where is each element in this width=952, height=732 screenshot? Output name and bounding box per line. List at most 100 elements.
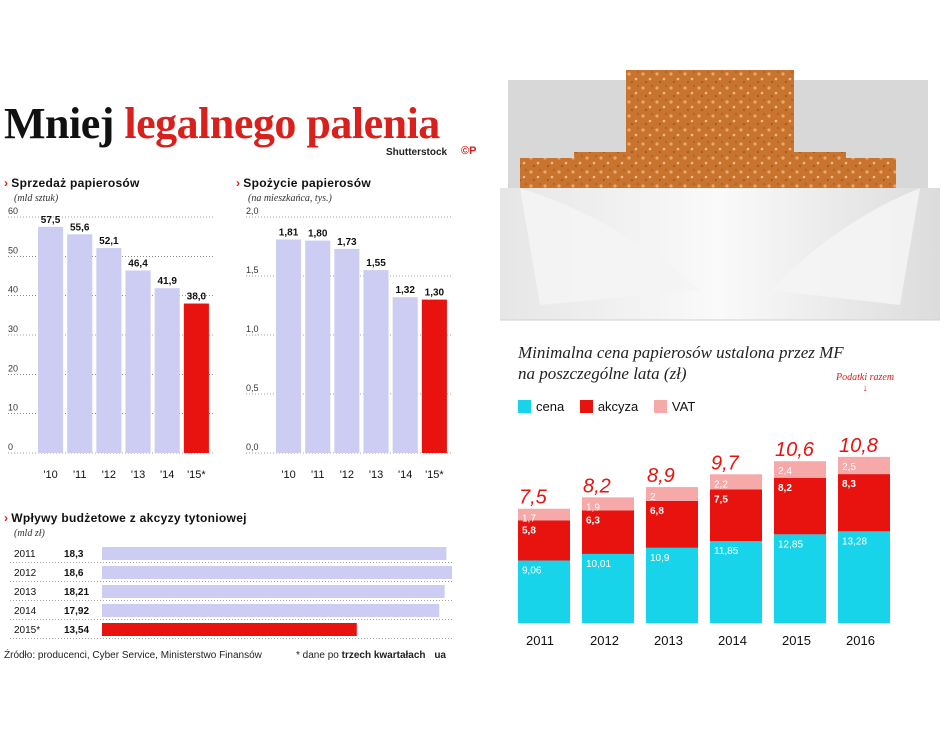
price-chart: 9,06 5,81,7 7,5 2011 10,01 6,3 1,9 8,2 2012 10,9 6…: [518, 435, 890, 648]
price-segment-label-vat: 1,7: [522, 514, 536, 525]
price-bar-segment-akcyza: [518, 520, 570, 561]
photo-credit: Shutterstock: [386, 147, 448, 158]
sales-bar: [67, 234, 93, 453]
price-segment-label-vat: 2,2: [714, 479, 728, 490]
price-segment-label-akcyza: 8,3: [842, 479, 856, 490]
sales-data-label: 46,4: [128, 258, 148, 269]
price-x-tick-label: 2011: [526, 633, 554, 648]
sales-y-tick-label: 0: [8, 442, 13, 452]
price-bar-segment-vat: [838, 456, 890, 475]
price-segment-label-cena: 10,01: [586, 559, 611, 570]
price-tax-total-label: 9,7: [711, 452, 740, 474]
revenue-data-label: 18,6: [64, 568, 84, 579]
consumption-y-tick-label: 0,5: [246, 383, 259, 393]
sales-x-tick-label: '10: [43, 469, 57, 481]
price-segment-label-akcyza: 7,5: [714, 494, 728, 505]
legend-swatch-cena: [518, 400, 531, 413]
price-segment-label-vat: 2,5: [842, 462, 856, 473]
sales-bar: [125, 270, 151, 453]
revenue-data-label: 18,3: [64, 549, 84, 560]
sales-x-tick-label: '14: [160, 469, 174, 481]
tax-note: Podatki razem ↓: [836, 372, 894, 394]
price-segment-label-vat: 2: [650, 492, 656, 503]
price-x-tick-label: 2015: [782, 633, 811, 648]
price-segment-label-akcyza: 6,8: [650, 506, 664, 517]
chevron-right-icon: ›: [236, 176, 241, 190]
consumption-data-label: 1,81: [279, 227, 299, 238]
price-segment-label-akcyza: 8,2: [778, 483, 792, 494]
revenue-category-label: 2013: [14, 587, 37, 598]
sales-bar: [96, 248, 122, 453]
tax-note-text: Podatki razem: [836, 372, 895, 383]
legend-label-vat: VAT: [671, 399, 696, 414]
price-bar-segment-cena: [838, 531, 890, 623]
consumption-x-tick-label: '11: [311, 469, 325, 481]
consumption-data-label: 1,55: [366, 258, 386, 269]
price-bar-segment-akcyza: [838, 474, 890, 532]
consumption-chart: 0,0 0,5 1,0 1,5 2,0 1,81 '10 1,80 '11 1,73 '12 1,55…: [246, 206, 451, 481]
price-tax-total-label: 7,5: [519, 487, 548, 509]
consumption-title-text: Spożycie papierosów: [243, 176, 372, 190]
price-segment-label-akcyza: 5,8: [522, 525, 536, 536]
consumption-x-tick-label: '10: [281, 469, 295, 481]
revenue-chart: 2011 18,3 2012 18,6 2013 18,21 2014 17,92 2015* 1…: [10, 547, 452, 639]
sales-y-tick-label: 20: [8, 363, 18, 373]
price-bar-segment-akcyza: [710, 489, 762, 542]
consumption-data-label: 1,73: [337, 237, 357, 248]
arrow-down-icon: ↓: [862, 383, 868, 394]
price-bar-segment-akcyza: [774, 477, 826, 535]
consumption-panel-title: › Spożycie papierosów: [236, 176, 371, 190]
price-segment-label-vat: 2,4: [778, 466, 792, 477]
revenue-bar: [102, 566, 452, 579]
price-segment-label-cena: 11,85: [714, 546, 739, 557]
price-segment-label-vat: 1,9: [586, 502, 600, 513]
sales-panel-title: › Sprzedaż papierosów: [4, 176, 140, 190]
chevron-right-icon: ›: [4, 511, 9, 525]
legend-swatch-vat: [653, 400, 667, 413]
consumption-panel-subtitle: (na mieszkańca, tys.): [248, 193, 332, 204]
main-title-part1: Mniej: [4, 99, 114, 148]
consumption-y-tick-label: 0,0: [246, 442, 259, 452]
sales-data-label: 57,5: [41, 215, 61, 226]
revenue-data-label: 18,21: [64, 587, 89, 598]
consumption-x-tick-label: '13: [369, 469, 383, 481]
sales-bar: [183, 303, 209, 453]
price-segment-label-cena: 9,06: [522, 565, 542, 576]
sales-title-text: Sprzedaż papierosów: [11, 176, 140, 190]
main-title: Mniej legalnego palenia: [4, 98, 440, 149]
price-x-tick-label: 2014: [718, 633, 747, 648]
price-panel-title: Minimalna cena papierosów ustalona przez…: [518, 343, 844, 383]
price-legend: cena akcyza VAT: [518, 399, 707, 416]
sales-x-tick-label: '13: [131, 469, 145, 481]
sales-y-tick-label: 60: [8, 206, 18, 216]
legend-item-cena: cena: [518, 399, 564, 414]
sales-y-tick-label: 30: [8, 324, 18, 334]
price-segment-label-akcyza: 6,3: [586, 515, 600, 526]
sales-data-label: 52,1: [99, 236, 119, 247]
consumption-data-label: 1,32: [395, 285, 415, 296]
consumption-x-tick-label: '12: [340, 469, 354, 481]
price-bar-segment-vat: [518, 508, 570, 521]
price-bar-segment-cena: [710, 541, 762, 623]
price-bar-segment-cena: [582, 553, 634, 623]
sales-x-tick-label: '11: [73, 469, 87, 481]
revenue-category-label: 2011: [14, 549, 36, 560]
price-segment-label-cena: 10,9: [650, 553, 670, 564]
consumption-y-tick-label: 1,5: [246, 265, 259, 275]
price-tax-total-label: 10,8: [839, 435, 878, 457]
price-segment-label-cena: 12,85: [778, 539, 803, 550]
price-segment-label-cena: 13,28: [842, 536, 867, 547]
consumption-bar: [276, 239, 302, 453]
footnote-prefix: * dane po: [296, 650, 339, 661]
sales-x-tick-label: '12: [102, 469, 116, 481]
consumption-bar: [392, 297, 418, 453]
revenue-category-label: 2014: [14, 606, 37, 617]
consumption-y-tick-label: 1,0: [246, 324, 259, 334]
consumption-data-label: 1,30: [425, 288, 445, 299]
revenue-bar: [102, 623, 357, 636]
price-x-tick-label: 2012: [590, 633, 619, 648]
revenue-panel-subtitle: (mld zł): [14, 528, 45, 539]
sales-y-tick-label: 50: [8, 245, 18, 255]
consumption-bar: [421, 299, 447, 453]
legend-item-akcyza: akcyza: [579, 399, 638, 414]
